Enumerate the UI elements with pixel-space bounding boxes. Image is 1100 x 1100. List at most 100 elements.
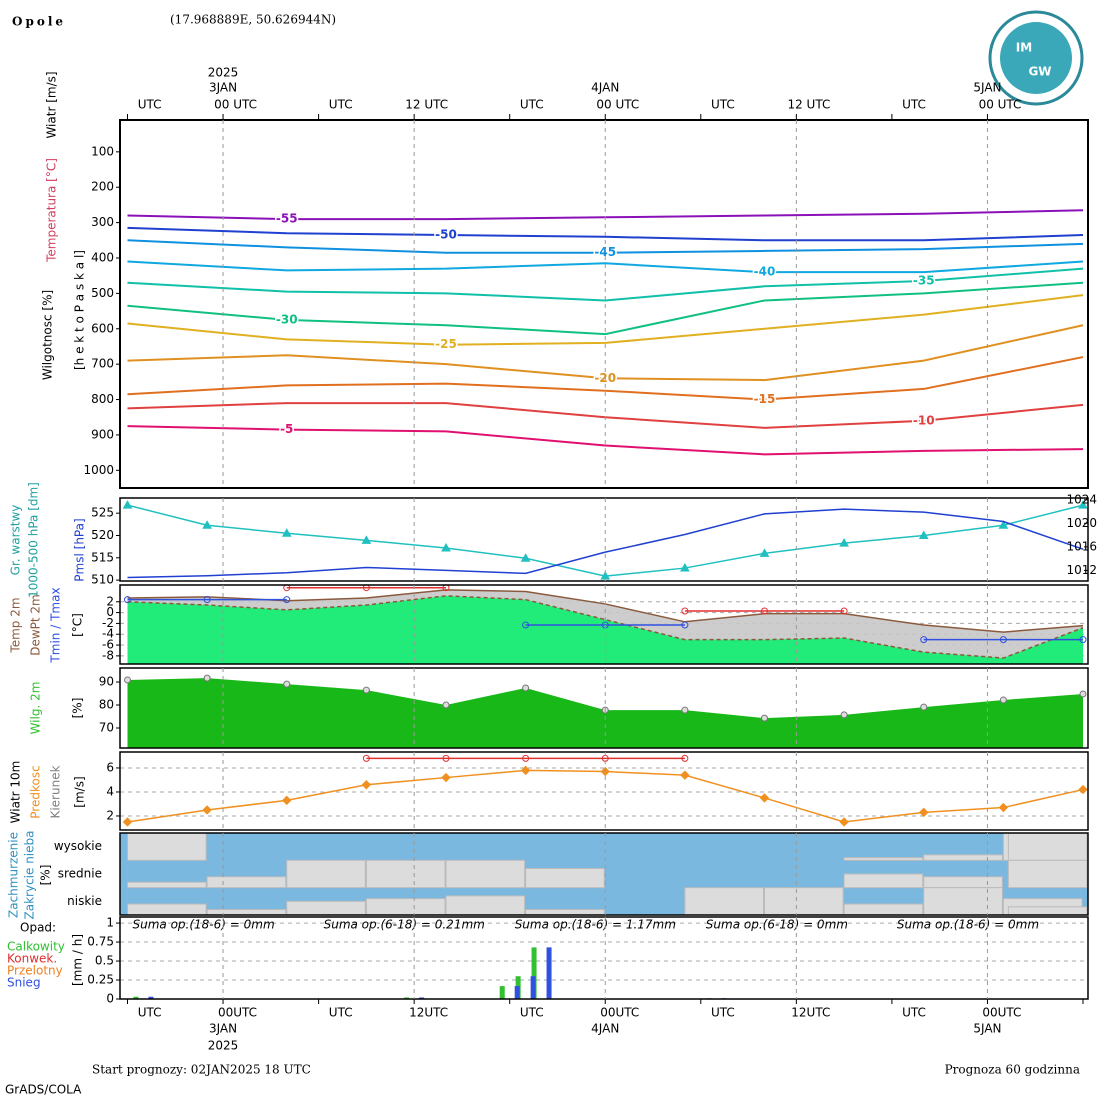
marker	[920, 703, 928, 711]
cloud-bar	[206, 876, 287, 889]
y-axis-title: [%]	[39, 865, 53, 886]
marker	[203, 596, 211, 604]
area-fill	[127, 595, 1083, 664]
cloud-bar	[445, 859, 526, 889]
cloud-bar	[843, 873, 924, 889]
isotherm	[127, 267, 1084, 302]
cloud-bar	[286, 900, 366, 916]
y-axis-title: Temp 2m	[9, 597, 23, 653]
time-label: 00UTC	[982, 1006, 1021, 1020]
time-label: 12 UTC	[405, 98, 448, 112]
y-tick-label: 400	[91, 251, 114, 265]
isotherm	[127, 356, 1084, 401]
y-tick-label: 700	[91, 357, 114, 371]
marker	[1079, 690, 1087, 698]
marker	[681, 621, 689, 629]
precip-bar	[530, 976, 536, 999]
time-label: 00 UTC	[596, 98, 639, 112]
date-label: 4JAN	[591, 81, 619, 95]
logo-text: IM	[1016, 41, 1032, 55]
y-axis-title: Zakrycie nieba	[23, 831, 37, 920]
marker	[680, 563, 690, 572]
y-tick-label: 520	[91, 528, 114, 542]
y-tick-label: -2	[102, 616, 114, 630]
isotherm-label: -5	[280, 422, 293, 436]
precip-bar	[499, 986, 505, 999]
cloud-bar	[1007, 832, 1088, 861]
cloud-bar	[684, 887, 764, 916]
marker	[522, 754, 530, 762]
y-axis-title: Zachmurzenie	[7, 832, 21, 918]
marker	[522, 621, 530, 629]
coordinates: (17.968889E, 50.626944N)	[170, 13, 336, 27]
cloud-bar	[923, 876, 1003, 889]
y-axis-title: Wilg. 2m	[29, 682, 43, 735]
cloud-bar	[445, 895, 526, 916]
cloud-bar	[923, 887, 1003, 916]
date-label: 5JAN	[973, 1022, 1001, 1036]
isotherm-label: -45	[594, 245, 616, 259]
y-axis-title: Predkosc	[29, 765, 43, 818]
precip-sum: Suma op.(18-6) = 1.17mm	[515, 918, 676, 932]
y2-tick-label: 1024	[1066, 492, 1097, 506]
year-label: 2025	[208, 66, 239, 80]
marker	[124, 676, 131, 684]
panel-frame	[119, 119, 1089, 489]
marker	[441, 772, 451, 783]
station-title: Opole	[12, 15, 66, 29]
y-axis-title: Pmsl [hPa]	[73, 518, 87, 581]
y2-tick-label: 1016	[1066, 539, 1097, 553]
marker	[839, 538, 849, 547]
y-axis-title: Wiatr [m/s]	[45, 71, 59, 138]
precip-sum: Suma op.(6-18) = 0mm	[706, 918, 848, 932]
y-axis-title: Tmin / Tmax	[49, 587, 63, 663]
precip-bar	[419, 997, 425, 999]
y-tick-label: 500	[91, 286, 114, 300]
marker	[361, 535, 372, 544]
date-label: 3JAN	[209, 81, 237, 95]
y-tick-label: -8	[102, 648, 114, 662]
precip-bar	[546, 947, 552, 999]
time-label: 12UTC	[409, 1006, 448, 1020]
marker	[202, 805, 212, 815]
cloud-bar	[127, 881, 207, 889]
legend-entry: Snieg	[7, 976, 41, 990]
year-label: 2025	[208, 1039, 239, 1053]
marker	[520, 765, 531, 776]
marker	[520, 553, 531, 562]
forecast-range: Prognoza 60 godzinna	[945, 1063, 1080, 1077]
marker	[998, 802, 1009, 813]
cloud-bar	[843, 903, 924, 916]
cloud-bar	[525, 909, 605, 916]
marker	[840, 607, 848, 615]
y-tick-label: 1000	[83, 463, 114, 477]
y2-tick-label: 1020	[1066, 516, 1097, 530]
y-tick-label: 80	[99, 698, 114, 712]
isotherm	[127, 281, 1084, 336]
panel-frame	[119, 751, 1089, 831]
y-tick-label: 1	[106, 916, 114, 930]
marker	[441, 542, 451, 552]
marker	[1078, 784, 1088, 795]
isotherm	[127, 260, 1084, 274]
y-tick-label: 0	[106, 605, 114, 619]
y-tick-label: 900	[91, 427, 114, 441]
y-tick-label: 300	[91, 215, 114, 229]
time-label: 00UTC	[600, 1006, 639, 1020]
y-axis-title: [%]	[71, 698, 85, 719]
time-label: UTC	[329, 98, 353, 112]
y-axis-title: Wilgotnosc [%]	[41, 290, 55, 380]
precip-bar	[148, 996, 154, 999]
panel-frame	[119, 916, 1089, 1000]
marker	[442, 701, 450, 709]
y-tick-label: 90	[99, 675, 114, 689]
isotherm	[127, 425, 1084, 456]
isotherm-label: -30	[276, 312, 298, 326]
marker	[761, 714, 768, 722]
time-label: 00 UTC	[214, 98, 257, 112]
marker	[362, 754, 370, 762]
cloud-bar	[525, 868, 605, 889]
y-axis-title: [°C]	[71, 613, 85, 637]
marker	[918, 530, 929, 539]
cloud-bar	[127, 832, 207, 861]
